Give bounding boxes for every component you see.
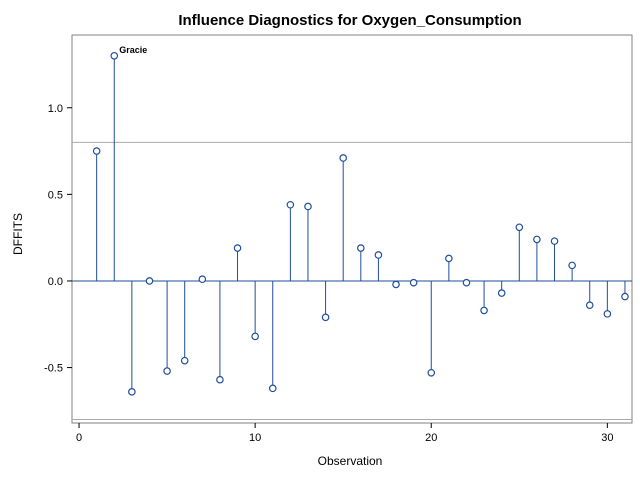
data-point-marker (480, 306, 488, 315)
y-tick-label: 1.0 (48, 103, 63, 115)
data-point-marker (533, 235, 541, 244)
data-point-marker (251, 332, 259, 341)
reference-lines (72, 141, 632, 421)
data-point-marker (427, 368, 436, 377)
data-point-marker (110, 51, 119, 60)
data-point-marker (128, 388, 136, 396)
data-point-marker (462, 278, 471, 287)
data-point-marker (515, 223, 524, 232)
data-point-marker (216, 375, 224, 384)
y-axis-ticks: -0.5 0.0 0.5 1.0 (44, 103, 72, 375)
data-point-marker (145, 277, 154, 285)
data-point-marker (357, 244, 365, 252)
data-point-marker (233, 244, 242, 252)
x-axis-ticks: 0 10 20 30 (76, 423, 613, 444)
data-point-marker (585, 301, 594, 310)
chart-title: Influence Diagnostics for Oxygen_Consump… (178, 12, 521, 29)
data-point-marker (286, 200, 295, 209)
y-tick-label: 0.0 (48, 276, 63, 288)
point-label: Gracie (119, 45, 147, 55)
data-point-marker (374, 251, 383, 259)
x-tick-label: 10 (249, 432, 261, 444)
data-point-marker (409, 278, 418, 287)
data-point-marker (304, 202, 312, 211)
data-point-marker (198, 275, 207, 284)
plot-frame (71, 34, 633, 424)
data-point-marker (621, 292, 629, 301)
data-point-marker (339, 154, 347, 162)
y-tick-label: -0.5 (44, 363, 63, 375)
data-point-marker (497, 289, 506, 297)
point-labels: Gracie (119, 45, 147, 55)
y-axis-label: DFFITS (11, 213, 25, 255)
needle-series (92, 51, 629, 396)
data-point-marker (321, 313, 330, 322)
data-point-marker (392, 280, 400, 289)
data-point-marker (568, 261, 576, 270)
x-tick-label: 20 (425, 432, 437, 444)
data-point-marker (268, 384, 277, 393)
x-tick-label: 0 (76, 432, 82, 444)
data-point-marker (180, 356, 189, 365)
x-axis-label: Observation (318, 454, 383, 468)
x-tick-label: 30 (601, 432, 613, 444)
data-point-marker (163, 367, 171, 375)
data-point-marker (445, 254, 453, 263)
data-point-marker (92, 147, 101, 155)
data-point-marker (603, 310, 612, 318)
y-tick-label: 0.5 (48, 189, 63, 201)
data-point-marker (550, 237, 559, 245)
